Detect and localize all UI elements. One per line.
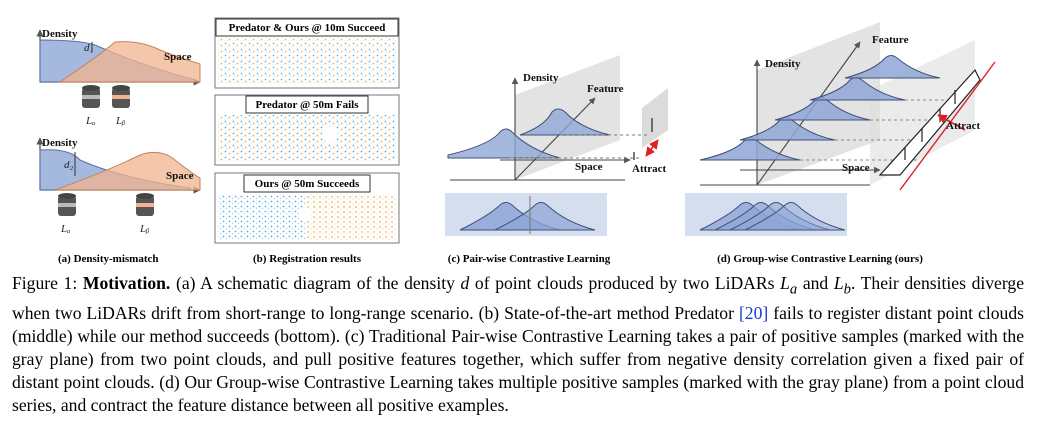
registration-box-10m: Predator & Ours @ 10m Succeed (214, 17, 400, 89)
registration-box-10m-title: Predator & Ours @ 10m Succeed (229, 22, 386, 34)
lidar-la-icon-2 (58, 193, 76, 216)
panel-d-density-label: Density (765, 58, 801, 70)
panel-c-caption: (c) Pair-wise Contrastive Learning (448, 253, 611, 265)
panel-a-d2-label: d₂ (64, 159, 74, 171)
lidar-lb-icon (112, 85, 130, 108)
panel-a-la-label-1: Lₐ (85, 115, 95, 127)
citation-link[interactable]: [20] (738, 302, 769, 323)
panel-b-caption: (b) Registration results (253, 253, 362, 265)
panel-c-feature-label: Feature (587, 83, 624, 95)
panel-b-registration-results: Predator & Ours @ 10m Succeed Predator @… (214, 17, 400, 265)
caption-label: Figure 1: (12, 273, 83, 293)
panel-d-feature-label: Feature (872, 34, 909, 46)
panel-a-density-mismatch: Density Space d₁ Lₐ Lᵦ Density Space d₂ (36, 28, 201, 265)
panel-c-space-label: Space (575, 161, 603, 173)
figure-caption: Figure 1: Motivation. (a) A schematic di… (12, 272, 1024, 417)
caption-part4: fails to register distant point clouds (… (12, 302, 1024, 415)
panel-a-caption: (a) Density-mismatch (58, 253, 159, 265)
caption-la-sub: a (789, 281, 798, 298)
panel-a-bottom-plot: Density Space d₂ (36, 137, 201, 194)
panel-d-caption: (d) Group-wise Contrastive Learning (our… (717, 253, 923, 265)
caption-lb: L (833, 273, 844, 293)
panel-a-space-label-2: Space (166, 170, 194, 182)
panel-a-space-label-1: Space (164, 51, 192, 63)
panel-c-projection-strip (445, 193, 607, 236)
panel-a-d1-label: d₁ (84, 42, 94, 54)
panel-a-la-label-2: Lₐ (60, 223, 70, 235)
panel-c-attract-label: Attract (632, 163, 667, 175)
panel-a-top-plot: Density Space d₁ (36, 28, 201, 86)
panel-a-lb-label-2: Lᵦ (139, 223, 149, 235)
caption-part3: . Their densities diverge when two LiDAR… (12, 273, 1025, 323)
registration-box-50m-success-title: Ours @ 50m Succeeds (255, 178, 360, 190)
panel-d-projection-strip (685, 193, 847, 236)
panel-c-pairwise-contrastive: Density Feature Space Attract (c) Pair-w… (445, 55, 668, 265)
panel-d-space-label: Space (842, 162, 870, 174)
caption-part2: of point clouds produced by two LiDARs (469, 273, 781, 293)
caption-bold: Motivation. (82, 273, 171, 293)
panel-a-lb-label-1: Lᵦ (115, 115, 125, 127)
panel-d-groupwise-contrastive: Density Feature Space Attract (d) Group-… (685, 22, 996, 265)
lidar-lb-icon-2 (136, 193, 154, 216)
panel-a-density-label-1: Density (42, 28, 78, 40)
caption-d: d (460, 273, 470, 293)
panel-d-attract-label: Attract (946, 120, 981, 132)
caption-and: and (797, 273, 834, 293)
caption-part1: (a) A schematic diagram of the density (170, 273, 461, 293)
lidar-la-icon (82, 85, 100, 108)
registration-box-50m-fail: Predator @ 50m Fails (214, 94, 400, 166)
caption-lb-sub: b (843, 281, 851, 298)
registration-box-50m-success: Ours @ 50m Succeeds (214, 172, 400, 244)
panel-c-density-label: Density (523, 72, 559, 84)
panel-a-density-label-2: Density (42, 137, 78, 149)
caption-la: L (780, 273, 790, 293)
figure-1: Density Space d₁ Lₐ Lᵦ Density Space d₂ (36, 17, 996, 265)
registration-box-50m-fail-title: Predator @ 50m Fails (255, 99, 359, 111)
